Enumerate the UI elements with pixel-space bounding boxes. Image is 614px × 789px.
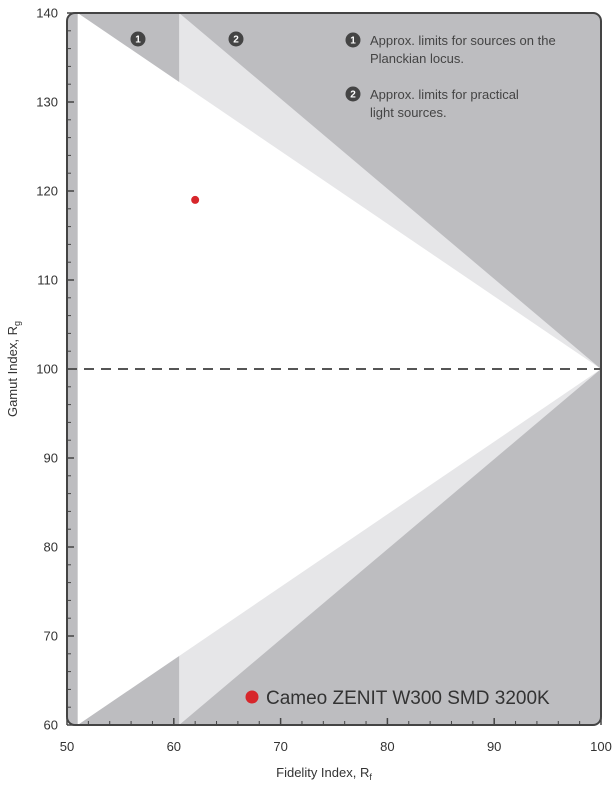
y-tick-label: 120	[36, 184, 58, 199]
y-tick-label: 100	[36, 362, 58, 377]
legend-swatch	[245, 690, 259, 704]
annotation-1-line-1: Approx. limits for sources on the	[370, 33, 556, 48]
annotation-1-number: 1	[350, 36, 356, 47]
region-marker-2-badge	[228, 31, 244, 47]
x-tick-label: 80	[380, 739, 394, 754]
annotation-1-line-2: Planckian locus.	[370, 51, 464, 66]
annotation-2-number: 2	[350, 90, 356, 101]
region-marker-1: 1	[130, 31, 146, 47]
x-tick-label: 70	[273, 739, 287, 754]
y-axis-title: Gamut Index, Rg	[5, 321, 22, 417]
x-tick-label: 60	[167, 739, 181, 754]
annotation-2-badge	[345, 86, 361, 102]
x-axis-ticks: 50 60 70 80 90 100	[60, 718, 612, 754]
region-marker-2: 2	[228, 31, 244, 47]
annotation-2-line-2: light sources.	[370, 105, 447, 120]
x-tick-label: 100	[590, 739, 612, 754]
legend-label: Cameo ZENIT W300 SMD 3200K	[266, 688, 550, 709]
y-axis-ticks: 60 70 80 90 100 110 120 130 140	[36, 6, 74, 733]
x-tick-label: 90	[487, 739, 501, 754]
y-tick-label: 70	[44, 629, 58, 644]
plot-frame	[66, 12, 602, 726]
x-axis-title: Fidelity Index, Rf	[276, 765, 372, 782]
annotation-2-line-1: Approx. limits for practical	[370, 87, 519, 102]
y-tick-label: 130	[36, 95, 58, 110]
y-tick-label: 80	[44, 540, 58, 555]
region-marker-2-label: 2	[233, 35, 239, 46]
y-axis-title-subscript: g	[12, 321, 22, 326]
y-tick-label: 90	[44, 451, 58, 466]
region-marker-1-label: 1	[135, 35, 141, 46]
legend: Cameo ZENIT W300 SMD 3200K	[245, 688, 550, 709]
annotation-2: 2 Approx. limits for practical light sou…	[345, 86, 519, 120]
y-tick-label: 60	[44, 718, 58, 733]
x-axis-title-subscript: f	[369, 772, 372, 782]
data-point	[191, 195, 200, 204]
y-axis-title-main: Gamut Index, R	[5, 326, 20, 417]
annotation-1: 1 Approx. limits for sources on the Plan…	[345, 32, 556, 66]
x-tick-label: 50	[60, 739, 74, 754]
y-tick-label: 110	[37, 273, 58, 288]
x-axis-title-main: Fidelity Index, R	[276, 765, 369, 780]
y-tick-label: 140	[36, 6, 58, 21]
annotation-1-badge	[345, 32, 361, 48]
data-points	[191, 195, 200, 204]
region-marker-1-badge	[130, 31, 146, 47]
